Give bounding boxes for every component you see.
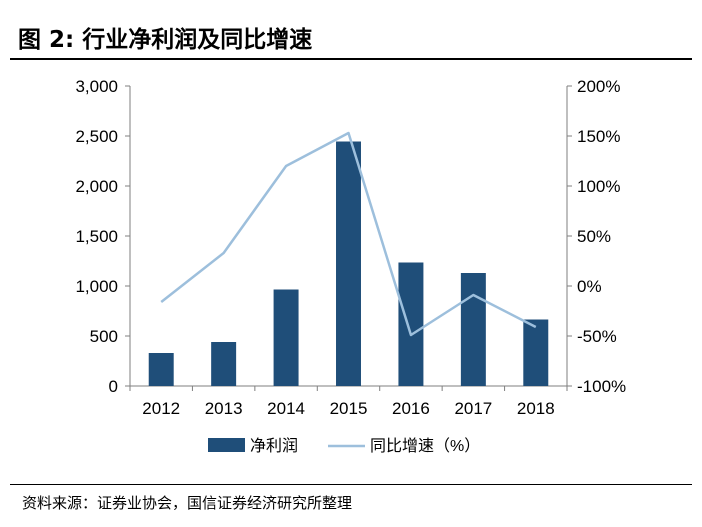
right-tick-label: 200% — [577, 77, 620, 96]
right-tick-label: 100% — [577, 177, 620, 196]
x-tick-label: 2016 — [392, 399, 430, 418]
source-note: 资料来源：证券业协会，国信证券经济研究所整理 — [22, 494, 353, 512]
left-tick-label: 3,000 — [75, 77, 118, 96]
right-y-axis: -100% -50% 0% 50% 100% 150% 200% — [566, 77, 626, 396]
x-tick-label: 2015 — [330, 399, 368, 418]
bar — [336, 141, 361, 386]
x-tick-label: 2013 — [205, 399, 243, 418]
legend-bar-label: 净利润 — [250, 437, 298, 455]
x-tick-label: 2018 — [517, 399, 555, 418]
right-tick-label: -100% — [577, 377, 626, 396]
left-tick-label: 1,000 — [75, 277, 118, 296]
combo-chart: 0 500 1,000 1,500 2,000 2,500 3,000 -100% -50% 0… — [75, 77, 626, 455]
left-tick-label: 2,000 — [75, 177, 118, 196]
right-tick-label: 50% — [577, 227, 611, 246]
x-tick-label: 2017 — [454, 399, 492, 418]
legend-bar-swatch — [208, 438, 245, 452]
left-y-axis: 0 500 1,000 1,500 2,000 2,500 3,000 — [75, 77, 131, 396]
x-tick-label: 2014 — [267, 399, 305, 418]
figure-title: 图 2: 行业净利润及同比增速 — [18, 27, 313, 53]
figure-header: 图 2: 行业净利润及同比增速 — [0, 0, 702, 62]
chart-legend: 净利润 同比增速（%） — [208, 437, 480, 455]
left-tick-label: 0 — [109, 377, 118, 396]
title-divider — [10, 58, 692, 60]
chart-area: 0 500 1,000 1,500 2,000 2,500 3,000 -100% -50% 0… — [0, 62, 702, 472]
left-tick-label: 2,500 — [75, 127, 118, 146]
line-series — [160, 131, 537, 337]
right-tick-label: 150% — [577, 127, 620, 146]
bar — [273, 289, 299, 386]
x-tick-label: 2012 — [142, 399, 180, 418]
bar — [398, 262, 424, 386]
bar-series — [148, 141, 549, 386]
bar — [211, 342, 237, 386]
right-tick-label: -50% — [577, 327, 617, 346]
bar — [460, 273, 486, 386]
legend-line-label: 同比增速（%） — [370, 437, 480, 455]
right-tick-label: 0% — [577, 277, 602, 296]
bar — [523, 319, 549, 386]
bar — [148, 353, 174, 386]
left-tick-label: 1,500 — [75, 227, 118, 246]
left-tick-label: 500 — [90, 327, 118, 346]
source-divider — [10, 484, 692, 485]
x-axis: 2012 2013 2014 2015 2016 2017 2018 — [129, 385, 568, 418]
